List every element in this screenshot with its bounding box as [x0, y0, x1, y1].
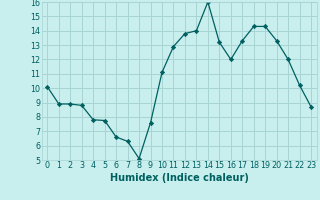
X-axis label: Humidex (Indice chaleur): Humidex (Indice chaleur) — [110, 173, 249, 183]
